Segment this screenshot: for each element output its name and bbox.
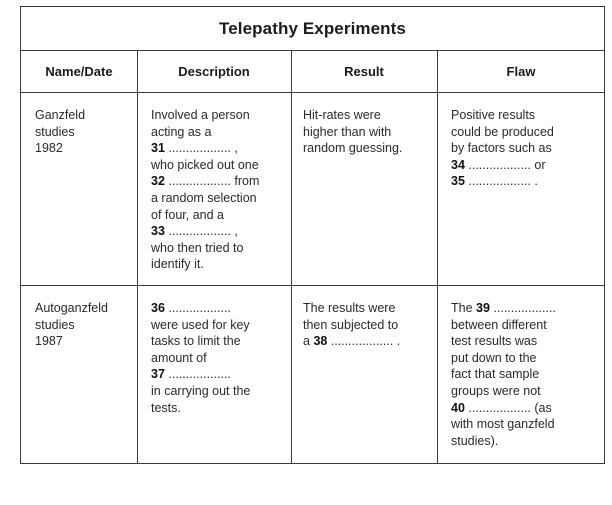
row-1-flaw: Positive results could be produced by fact… (451, 107, 554, 190)
table-title: Telepathy Experiments (21, 7, 604, 51)
question-number: 39 (476, 301, 490, 315)
cell-line: The results were (303, 301, 396, 315)
answer-blank: .................. . (327, 334, 401, 349)
answer-blank: .................. (489, 301, 556, 315)
row-2-flaw: The 39 .................. between differe… (451, 300, 556, 449)
question-blank-line: 36 .................. (151, 300, 250, 317)
cell-line: of four, and a (151, 207, 224, 222)
question-number: 31 (151, 141, 165, 156)
cell-line: who then tried to (151, 240, 244, 255)
blank-prefix: a (303, 334, 314, 349)
question-number: 36 (151, 301, 165, 315)
question-blank-line: 31 .................. , (151, 140, 259, 157)
header-description: Description (178, 63, 250, 79)
cell-line: studies (35, 124, 75, 139)
question-number: 33 (151, 224, 165, 239)
header-flaw: Flaw (506, 63, 536, 79)
cell-line: who picked out one (151, 157, 259, 172)
header-name-date: Name/Date (45, 63, 113, 79)
column-divider (437, 50, 438, 463)
answer-blank: .................. (as (464, 400, 552, 415)
question-blank-line: The 39 .................. (451, 300, 556, 317)
cell-line: then subjected to (303, 317, 399, 332)
cell-line: amount of (151, 350, 207, 365)
row-1-description: Involved a person acting as a 31 .........… (151, 107, 259, 273)
cell-line: higher than with (303, 124, 392, 139)
table-grid: Name/Date Description Result Flaw Ganzfe… (21, 50, 604, 463)
question-number: 32 (151, 174, 165, 189)
cell-line: Hit-rates were (303, 108, 381, 122)
question-blank-line: 40 .................. (as (451, 400, 556, 417)
answer-blank: .................. . (464, 174, 538, 189)
cell-line: random guessing. (303, 141, 403, 156)
column-divider (137, 50, 138, 463)
header-divider (21, 92, 604, 93)
cell-line: could be produced (451, 124, 554, 139)
answer-blank: .................. , (164, 141, 238, 156)
question-number: 38 (313, 334, 328, 349)
column-divider (291, 50, 292, 463)
header-result: Result (344, 63, 384, 79)
cell-line: groups were not (451, 383, 541, 398)
question-blank-line: 34 .................. or (451, 157, 554, 174)
cell-line: with most ganzfeld (451, 417, 555, 432)
experiments-table: Telepathy Experiments Name/Date Descript… (20, 6, 605, 464)
cell-line: Involved a person (151, 108, 250, 122)
cell-line: Autoganzfeld (35, 301, 108, 315)
question-number: 40 (451, 400, 465, 415)
answer-blank: .................. (164, 301, 231, 315)
question-number: 37 (151, 367, 165, 382)
row-2-description: 36 .................. were used for key ta… (151, 300, 250, 416)
question-blank-line: 32 .................. from (151, 173, 259, 190)
row-divider (21, 285, 604, 286)
question-blank-line: 35 .................. . (451, 173, 554, 190)
cell-line: by factors such as (451, 141, 552, 156)
cell-line: studies (35, 317, 75, 332)
question-blank-line: 37 .................. (151, 366, 250, 383)
answer-blank: .................. (164, 367, 231, 382)
question-blank-line: 33 .................. , (151, 223, 259, 240)
cell-line: a random selection (151, 190, 257, 205)
cell-line: Ganzfeld (35, 108, 86, 122)
cell-line: identify it. (151, 257, 204, 272)
cell-line: between different (451, 317, 547, 332)
row-1-result: Hit-rates were higher than with random gue… (303, 107, 402, 157)
answer-blank: .................. , (164, 224, 238, 239)
question-blank-line: a 38 .................. . (303, 333, 400, 350)
cell-line: 1982 (35, 141, 63, 156)
cell-line: test results was (451, 334, 538, 349)
cell-line: put down to the (451, 350, 537, 365)
cell-line: tasks to limit the (151, 334, 241, 349)
cell-line: in carrying out the (151, 383, 251, 398)
question-number: 34 (451, 157, 465, 172)
blank-prefix: The (451, 301, 477, 315)
cell-line: 1987 (35, 334, 63, 349)
cell-line: fact that sample (451, 367, 540, 382)
question-number: 35 (451, 174, 465, 189)
cell-line: acting as a (151, 124, 212, 139)
cell-line: were used for key (151, 317, 250, 332)
answer-blank: .................. from (164, 174, 260, 189)
cell-line: Positive results (451, 108, 536, 122)
row-2-name-date: Autoganzfeld studies 1987 (35, 300, 108, 350)
row-1-name-date: Ganzfeld studies 1982 (35, 107, 85, 157)
answer-blank: .................. or (464, 157, 546, 172)
cell-line: tests. (151, 400, 181, 415)
cell-line: studies). (451, 433, 499, 448)
row-2-result: The results were then subjected to a 38 ..… (303, 300, 400, 350)
